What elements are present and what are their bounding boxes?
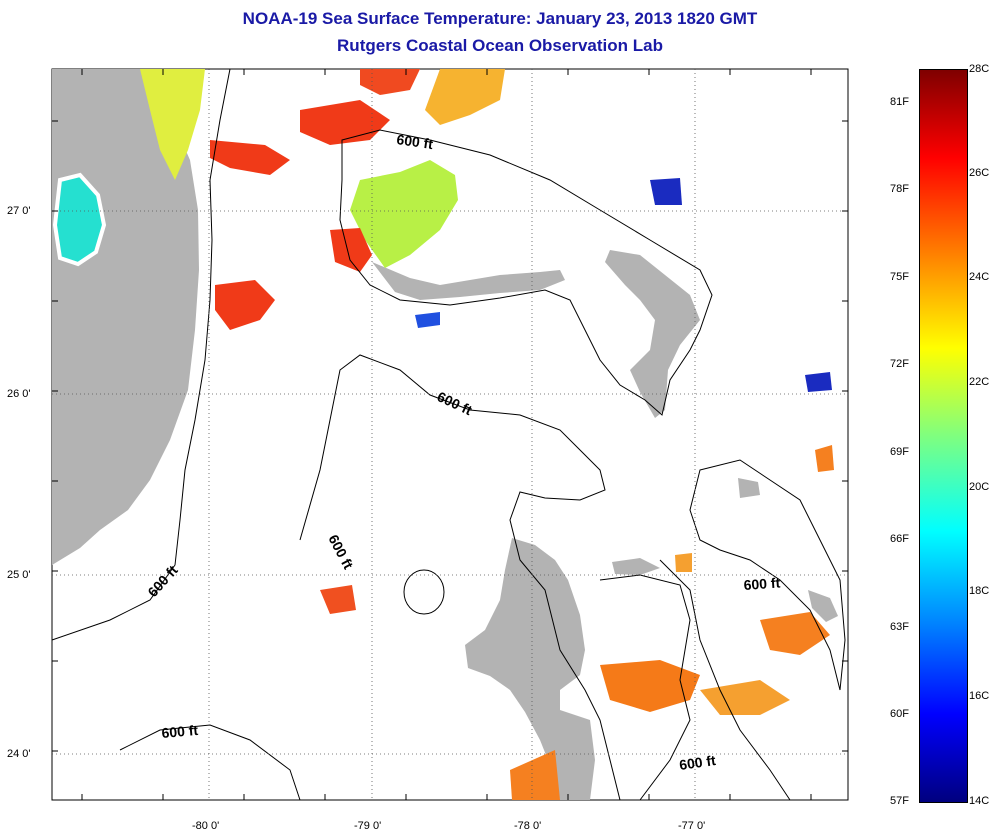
colorbar-f-label: 75F <box>890 271 909 283</box>
map-subtitle: Rutgers Coastal Ocean Observation Lab <box>337 36 663 55</box>
colorbar-c-label: 18C <box>969 585 990 597</box>
colorbar-c-label: 24C <box>969 271 990 283</box>
isobath-south <box>119 724 301 801</box>
sst-patch-orange-se-3 <box>760 612 830 655</box>
y-tick-label: 25 0' <box>7 569 31 581</box>
lake-okeechobee <box>52 172 107 267</box>
isobath-great-bahama-bank <box>299 354 621 801</box>
colorbar-c-label: 26C <box>969 167 990 179</box>
colorbar-c-label: 16C <box>969 690 990 702</box>
x-tick-label: -80 0' <box>192 820 220 832</box>
new-providence-land <box>612 558 660 575</box>
colorbar-c-label: 14C <box>969 795 990 807</box>
colorbar-c-label: 20C <box>969 481 990 493</box>
frame-ticks <box>52 69 848 800</box>
colorbar-f-label: 66F <box>890 533 909 545</box>
contour-label-southeast: 600 ft <box>678 752 717 773</box>
sst-patch-blue-3 <box>805 372 832 392</box>
sst-patch-red-4 <box>330 228 372 272</box>
sst-patch-orange-north <box>425 69 505 125</box>
sst-patch-blue-1 <box>415 312 440 328</box>
andros-land <box>465 538 595 800</box>
land-masses <box>52 69 838 800</box>
colorbar-f-label: 60F <box>890 708 909 720</box>
sst-patch-red-5 <box>360 69 420 95</box>
contour-label-north: 600 ft <box>396 131 435 152</box>
x-tick-label: -79 0' <box>354 820 382 832</box>
abaco-land <box>605 250 700 418</box>
contour-label-east: 600 ft <box>743 574 781 593</box>
colorbar-c-label: 28C <box>969 63 990 75</box>
sst-patch-orange-se-1 <box>600 660 700 712</box>
sst-patch-red-3 <box>215 280 275 330</box>
sst-patch-orange-se-2 <box>700 680 790 715</box>
colorbar-f-label: 72F <box>890 358 909 370</box>
sst-patches <box>140 69 834 800</box>
sst-patch-green-center <box>350 160 458 268</box>
isobaths-600ft <box>51 68 846 801</box>
y-tick-label: 24 0' <box>7 748 31 760</box>
y-tick-label: 26 0' <box>7 388 31 400</box>
colorbar-f-label: 81F <box>890 96 909 108</box>
sst-patch-yellow-north <box>140 69 205 180</box>
isobath-southeast <box>659 559 791 801</box>
x-tick-label: -77 0' <box>678 820 706 832</box>
contour-label-south: 600 ft <box>161 722 199 741</box>
y-tick-label: 27 0' <box>7 205 31 217</box>
sst-patch-red-2 <box>210 140 290 175</box>
grand-bahama-land <box>372 262 565 300</box>
map-title: NOAA-19 Sea Surface Temperature: January… <box>242 9 758 28</box>
eleuthera-land <box>738 478 760 498</box>
sst-patch-orange-sw <box>510 750 560 800</box>
isobath-florida-shelf <box>51 68 231 641</box>
exuma-land <box>808 590 838 622</box>
colorbar-f-label: 78F <box>890 183 909 195</box>
colorbar-f-label: 69F <box>890 446 909 458</box>
x-tick-label: -78 0' <box>514 820 542 832</box>
isobath-exuma-sound <box>599 574 691 801</box>
sst-colorbar <box>919 69 968 803</box>
sst-patch-blue-2 <box>650 178 682 205</box>
colorbar-f-label: 57F <box>890 795 909 807</box>
colorbar-c-label: 22C <box>969 376 990 388</box>
map-grid <box>52 69 848 800</box>
isobath-tongue-of-ocean <box>689 459 846 691</box>
sst-patch-small-1 <box>320 585 356 614</box>
sst-patch-orange-mid <box>675 553 692 572</box>
isobath-little-bahama-bank <box>339 129 713 416</box>
colorbar-f-label: 63F <box>890 621 909 633</box>
isobath-seamount <box>403 569 445 615</box>
sst-patch-orange-east <box>815 445 834 472</box>
